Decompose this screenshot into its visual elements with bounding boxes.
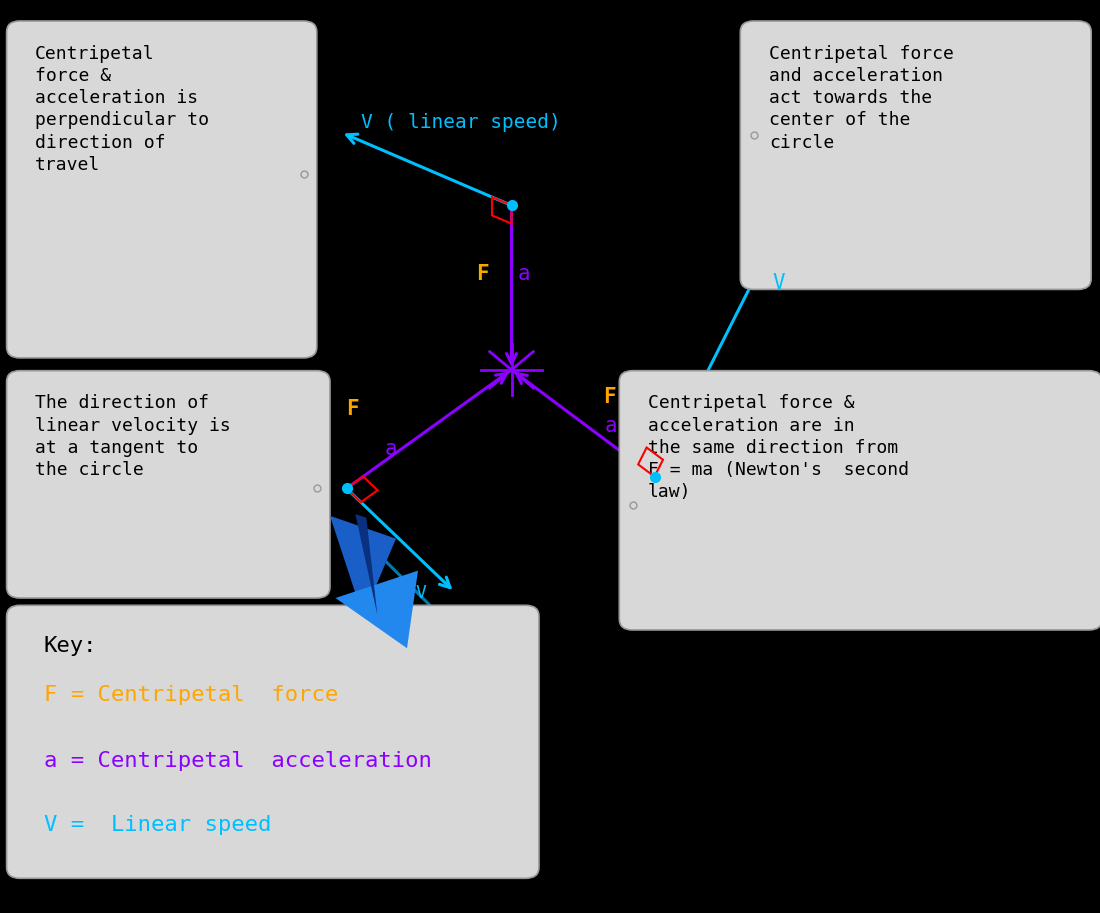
- Text: F: F: [476, 264, 488, 284]
- Polygon shape: [336, 571, 418, 648]
- FancyBboxPatch shape: [7, 371, 330, 598]
- Text: The direction of
linear velocity is
at a tangent to
the circle: The direction of linear velocity is at a…: [35, 394, 231, 479]
- FancyBboxPatch shape: [7, 21, 317, 358]
- Text: V =  Linear speed: V = Linear speed: [44, 815, 272, 835]
- FancyBboxPatch shape: [7, 605, 539, 878]
- FancyBboxPatch shape: [740, 21, 1091, 289]
- Text: Centripetal force
and acceleration
act towards the
center of the
circle: Centripetal force and acceleration act t…: [769, 45, 954, 152]
- Text: a: a: [385, 438, 397, 458]
- Text: V ( linear speed): V ( linear speed): [361, 113, 561, 131]
- Text: a: a: [605, 416, 617, 436]
- Text: F: F: [603, 387, 615, 407]
- Text: V: V: [416, 584, 427, 602]
- Polygon shape: [355, 514, 377, 614]
- FancyBboxPatch shape: [619, 371, 1100, 630]
- Text: F: F: [346, 399, 359, 419]
- Text: a = Centripetal  acceleration: a = Centripetal acceleration: [44, 751, 432, 771]
- Text: Key:: Key:: [44, 636, 98, 656]
- Text: Centripetal force &
acceleration are in
the same direction from
F = ma (Newton's: Centripetal force & acceleration are in …: [648, 394, 909, 501]
- Text: F = Centripetal  force: F = Centripetal force: [44, 685, 339, 705]
- Text: V: V: [772, 273, 784, 293]
- Text: Centripetal
force &
acceleration is
perpendicular to
direction of
travel: Centripetal force & acceleration is perp…: [35, 45, 209, 173]
- Polygon shape: [330, 516, 396, 616]
- Text: a: a: [518, 264, 530, 284]
